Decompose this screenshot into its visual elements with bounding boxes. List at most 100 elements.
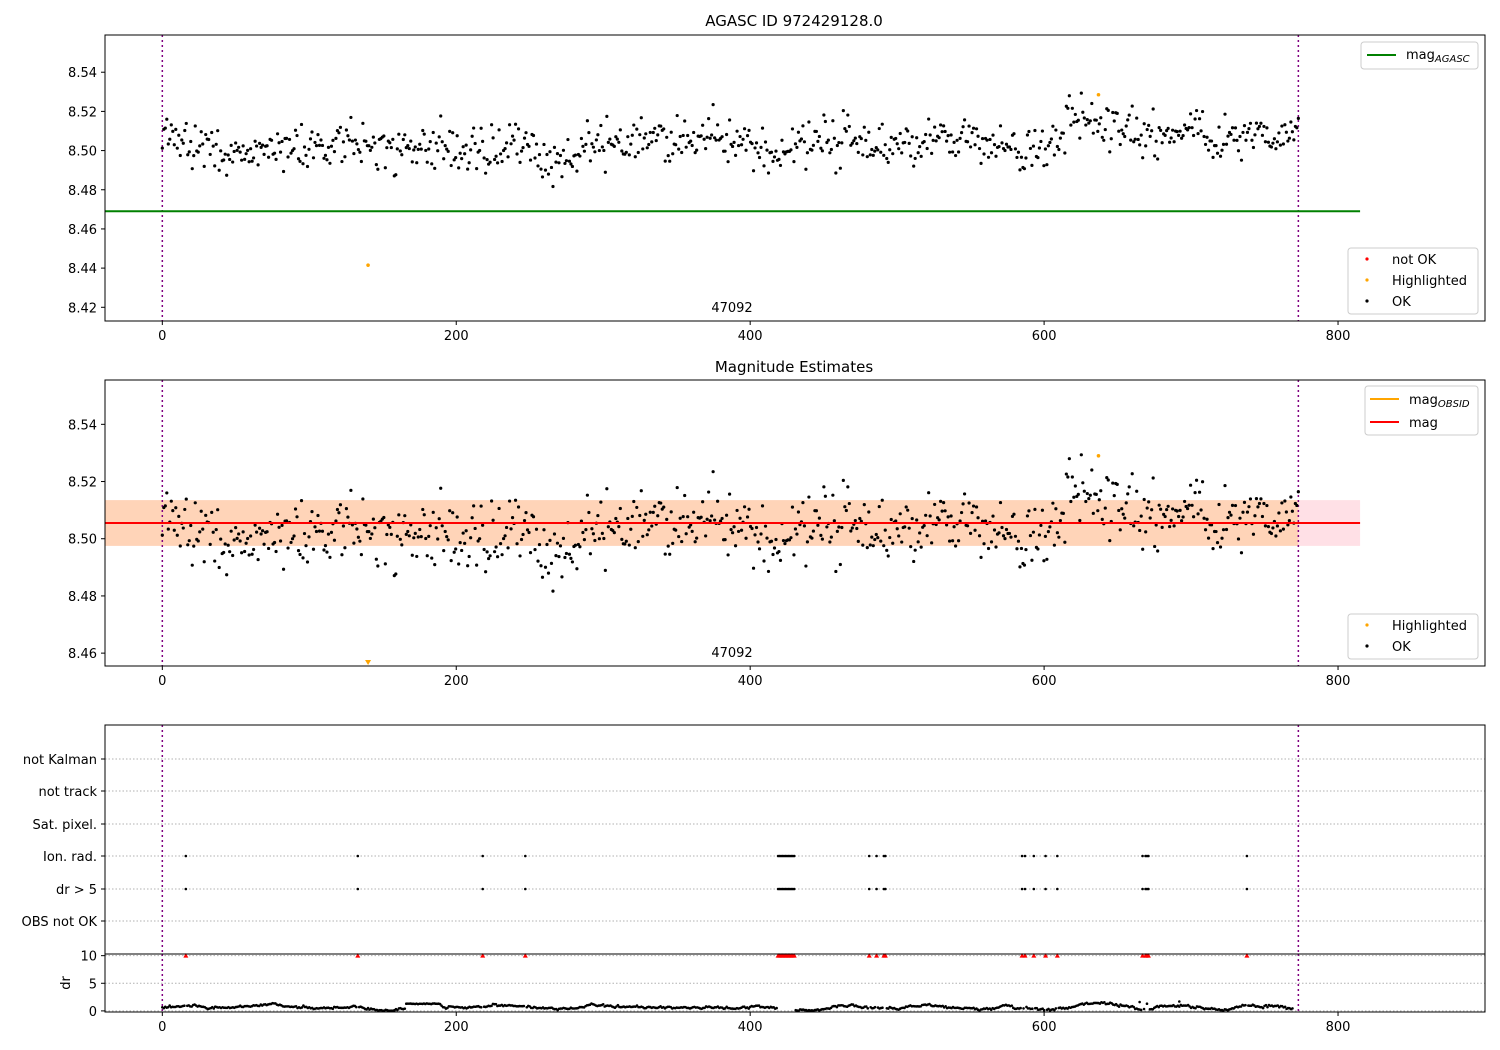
ok-point — [1226, 134, 1230, 138]
ok-point — [578, 154, 582, 158]
dr-point — [864, 1005, 868, 1008]
ok-point — [504, 525, 509, 530]
ok-point — [1043, 534, 1048, 538]
ok-point — [804, 167, 808, 171]
ok-point — [617, 525, 621, 529]
ok-point — [831, 493, 835, 497]
dr-point — [616, 1003, 620, 1007]
ok-point — [1081, 110, 1085, 114]
ok-point — [949, 514, 953, 518]
dr-clipped-marker — [183, 953, 189, 958]
ok-point — [846, 113, 850, 117]
ok-point — [533, 156, 537, 160]
ok-point — [1084, 123, 1088, 127]
ok-point — [1073, 112, 1077, 117]
ok-point — [367, 530, 371, 534]
ok-point — [275, 512, 280, 516]
ok-point — [243, 549, 247, 554]
highlighted-point — [1096, 453, 1101, 458]
ok-point — [1177, 133, 1181, 137]
ok-point — [406, 529, 410, 534]
ok-point — [343, 546, 347, 550]
ok-point — [196, 150, 200, 154]
ok-point — [249, 534, 253, 538]
ok-point — [1274, 534, 1278, 538]
ok-point — [790, 505, 795, 509]
ok-point — [735, 508, 739, 513]
ok-point — [724, 132, 729, 137]
ok-point — [196, 539, 200, 543]
ok-point — [558, 153, 563, 158]
ok-point — [519, 537, 524, 542]
ok-point — [1269, 145, 1274, 149]
ok-point — [1103, 127, 1107, 132]
ok-point — [1085, 491, 1089, 496]
ok-point — [323, 544, 328, 548]
ok-point — [346, 515, 350, 519]
dr-clipped-marker — [866, 953, 872, 958]
ok-point — [965, 140, 970, 144]
ok-point — [714, 138, 718, 142]
ok-point — [1126, 492, 1130, 496]
ok-point — [201, 527, 205, 531]
ok-point — [1118, 142, 1122, 147]
x-tick-label: 200 — [444, 1020, 469, 1035]
ok-point — [645, 533, 649, 537]
ok-point — [1072, 120, 1076, 124]
ok-point — [1115, 111, 1119, 115]
ok-point — [498, 152, 503, 156]
ok-point — [163, 126, 167, 130]
ok-point — [436, 149, 440, 153]
ok-point — [433, 563, 437, 567]
ok-point — [238, 150, 242, 154]
ok-point — [599, 123, 603, 128]
ok-point — [207, 137, 211, 142]
y-tick-label: 8.42 — [68, 301, 97, 316]
ok-point — [331, 138, 335, 142]
ok-point — [168, 137, 172, 141]
ok-point — [481, 139, 485, 143]
ok-point — [639, 116, 643, 120]
ok-point — [668, 159, 672, 163]
ok-point — [1090, 468, 1094, 472]
ok-point — [277, 141, 281, 145]
ok-point — [337, 131, 341, 135]
ok-point — [391, 137, 395, 141]
ok-point — [440, 140, 444, 144]
ok-point — [555, 152, 560, 156]
ok-point — [1217, 502, 1221, 507]
ok-point — [564, 551, 569, 556]
ok-point — [1220, 148, 1224, 152]
legend-label-sub: OBSID — [1438, 399, 1470, 410]
dr-clipped-marker — [522, 953, 528, 958]
x-tick-label: 800 — [1326, 674, 1351, 689]
highlighted-point — [366, 263, 370, 267]
ok-point — [976, 134, 980, 138]
dr-point — [522, 1004, 526, 1008]
ok-point — [1012, 132, 1016, 136]
ok-point — [228, 550, 232, 554]
ok-point — [1078, 136, 1082, 140]
ok-point — [651, 130, 655, 135]
legend-label: not OK — [1392, 253, 1437, 268]
flag-point — [1141, 854, 1144, 858]
ok-point — [937, 518, 941, 522]
ok-point — [1226, 516, 1230, 520]
ok-point — [750, 526, 754, 531]
ok-point — [199, 130, 203, 134]
ok-point — [563, 161, 567, 166]
ok-point — [1127, 113, 1131, 117]
panel2-frame — [104, 379, 1486, 667]
ok-point — [674, 143, 678, 147]
ok-point — [1040, 129, 1045, 133]
ok-point — [822, 113, 826, 117]
ok-point — [689, 523, 693, 527]
ok-point — [416, 535, 420, 539]
ok-point — [1191, 515, 1196, 519]
dr-point — [1178, 1000, 1181, 1003]
ok-point — [591, 532, 595, 536]
ok-point — [241, 144, 245, 148]
ok-point — [765, 148, 769, 152]
ok-point — [521, 532, 525, 537]
